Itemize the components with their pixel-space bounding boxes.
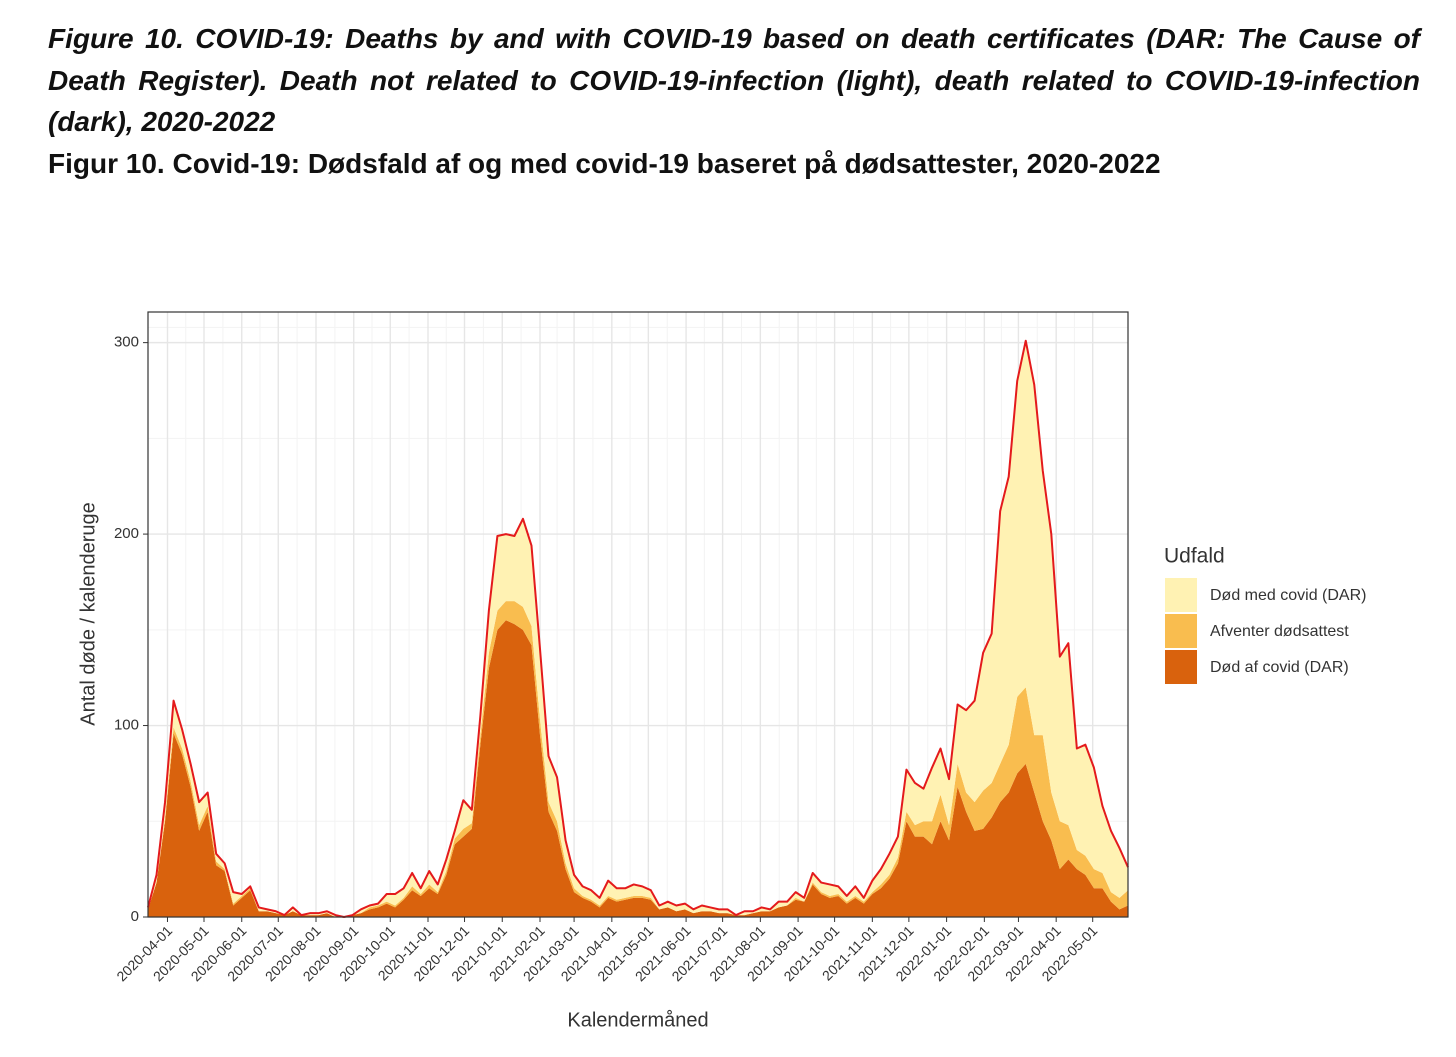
y-tick-label: 0	[131, 908, 139, 925]
legend-key	[1165, 614, 1197, 648]
legend-key	[1165, 650, 1197, 684]
titles: Figure 10. COVID-19: Deaths by and with …	[48, 18, 1420, 184]
chart-title: Figure 10. COVID-19: Deaths by and with …	[48, 23, 1420, 137]
total-line	[147, 339, 1129, 918]
legend-label: Død af covid (DAR)	[1210, 659, 1349, 676]
area	[148, 340, 1128, 918]
y-tick-label: 200	[114, 525, 139, 542]
legend-title: Udfald	[1164, 545, 1225, 568]
chart-subtitle: Figur 10. Covid-19: Dødsfald af og med c…	[48, 147, 1161, 179]
x-axis-label: Kalendermåned	[567, 1009, 708, 1031]
area	[148, 620, 1128, 917]
legend-key	[1165, 578, 1197, 612]
y-tick-label: 100	[114, 717, 139, 734]
legend-label: Død med covid (DAR)	[1210, 587, 1366, 604]
plot-border	[147, 311, 1129, 918]
legend-label: Afventer dødsattest	[1210, 623, 1349, 640]
y-tick-label: 300	[114, 334, 139, 351]
y-axis-label: Antal døde / kalenderuge	[77, 502, 99, 726]
